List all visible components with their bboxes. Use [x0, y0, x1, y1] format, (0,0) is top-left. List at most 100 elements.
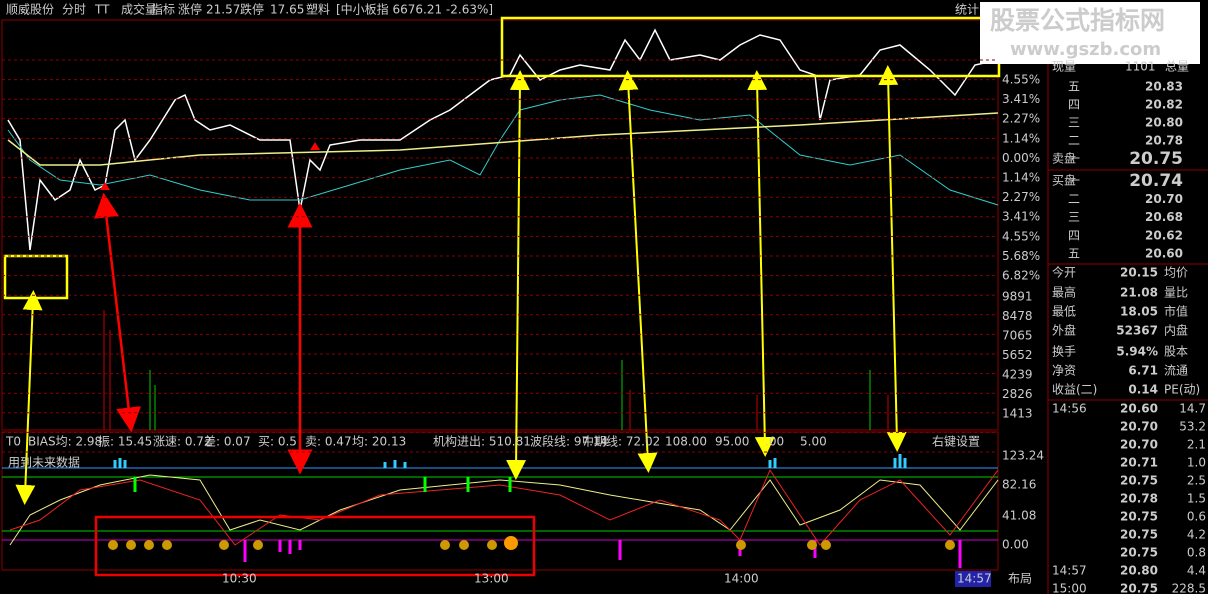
- volume-axis-label: 7065: [1002, 329, 1033, 343]
- ask-level: 四: [1068, 98, 1080, 112]
- buy-label: 买盘: [1052, 173, 1076, 188]
- stat-label: 最低: [1052, 305, 1076, 319]
- time-label: 10:30: [222, 572, 257, 586]
- limit-label: 涨停: [178, 2, 202, 17]
- volume-axis-label: 5652: [1002, 348, 1033, 362]
- ask-price: 20.78: [1145, 134, 1183, 148]
- stat-label: 外盘: [1052, 323, 1076, 338]
- stat-value: 21.08: [1120, 286, 1158, 300]
- indicator-field: 机构进出: 510.81: [433, 434, 531, 449]
- stat-value: 0.14: [1128, 383, 1158, 397]
- sector: 塑料: [306, 2, 330, 17]
- indicator-axis-label: 123.24: [1002, 449, 1044, 463]
- ask-level: 二: [1068, 134, 1080, 148]
- future-data-warning: 用到未来数据: [8, 455, 80, 470]
- trade-price: 20.71: [1120, 456, 1158, 470]
- indicator-field: BIAS均: 2.98: [28, 435, 102, 449]
- volume-axis-label: 8478: [1002, 309, 1033, 323]
- tab[interactable]: 指标: [151, 2, 175, 17]
- current-time-bg: [955, 571, 991, 587]
- indicator-axis-label: 0.00: [1002, 538, 1029, 552]
- stat-label: 量比: [1164, 286, 1188, 300]
- volume-axis-label: 1413: [1002, 407, 1033, 421]
- trade-time: 14:56: [1052, 402, 1087, 416]
- indicator-field: 差: 0.07: [204, 435, 251, 449]
- trade-volume: 1.0: [1187, 456, 1206, 470]
- tab[interactable]: 成交量: [121, 2, 157, 17]
- bid-level: 一: [1068, 174, 1080, 188]
- index-info: [中小板指 6676.21 -2.63%]: [336, 2, 493, 17]
- trade-volume: 0.8: [1187, 546, 1206, 560]
- ask-level: 五: [1068, 80, 1080, 94]
- stat-label: 市值: [1164, 304, 1188, 319]
- price-axis-label: 2.27%: [1002, 190, 1040, 204]
- trade-volume: 4.2: [1187, 528, 1206, 542]
- trade-time: 15:00: [1052, 582, 1087, 594]
- bid-level: 五: [1068, 247, 1080, 261]
- trade-volume: 53.2: [1179, 420, 1206, 434]
- time-label: 13:00: [474, 572, 509, 586]
- ask-price: 20.83: [1145, 80, 1183, 94]
- ask-level: 一: [1068, 152, 1080, 166]
- indicator-field: 波段线: 97.14: [530, 434, 608, 449]
- settings-button[interactable]: 右键设置: [932, 434, 980, 449]
- price-axis-label: 2.27%: [1002, 112, 1040, 126]
- indicator-field: 卖: 0.47: [305, 435, 352, 449]
- sell-label: 卖盘: [1052, 151, 1076, 166]
- price-axis-label: 5.68%: [1002, 249, 1040, 263]
- quote-label: 现量: [1052, 60, 1076, 74]
- trade-price: 20.80: [1120, 564, 1158, 578]
- stat-value: 6.71: [1128, 364, 1158, 378]
- price-axis-label: 3.41%: [1002, 92, 1040, 106]
- limit-up: 21.57: [206, 3, 240, 17]
- ask-level: 三: [1068, 116, 1080, 130]
- bid-level: 三: [1068, 210, 1080, 224]
- trade-volume: 14.7: [1179, 402, 1206, 416]
- price-axis-label: 0.00%: [1002, 151, 1040, 165]
- bid-price: 20.74: [1129, 171, 1183, 191]
- quote-label: 总量: [1165, 60, 1189, 74]
- indicator-axis-label: 82.16: [1002, 478, 1036, 492]
- annotations: [3, 16, 1001, 577]
- indicator-lines: [2, 454, 999, 568]
- volume-axis-label: 9891: [1002, 290, 1033, 304]
- stat-label: 流通: [1164, 364, 1188, 378]
- stat-label: 最高: [1052, 285, 1076, 300]
- price-axis-label: 6.82%: [1002, 269, 1040, 283]
- quote-value: 1101: [1125, 60, 1156, 74]
- trade-price: 20.75: [1120, 546, 1158, 560]
- frame: [1, 19, 1049, 594]
- stat-value: 5.94%: [1116, 345, 1158, 359]
- trade-volume: 0.6: [1187, 510, 1206, 524]
- watermark-url: www.gszb.com: [1010, 39, 1161, 60]
- ask-price: 20.75: [1129, 149, 1183, 169]
- bid-level: 四: [1068, 228, 1080, 242]
- trade-price: 20.70: [1120, 438, 1158, 452]
- price-axis-label: 3.41%: [1002, 210, 1040, 224]
- indicator-name: T0: [5, 435, 21, 449]
- layout-button[interactable]: 布局: [1008, 572, 1032, 586]
- indicator-field: 均: 20.13: [352, 435, 406, 449]
- trade-price: 20.60: [1120, 402, 1158, 416]
- indicator-field: 振: 15.45: [98, 435, 152, 449]
- indicator-field: 5.00: [800, 435, 827, 449]
- volume-axis-label: 2826: [1002, 387, 1033, 401]
- watermark-title: 股票公式指标网: [990, 6, 1165, 35]
- stats-button[interactable]: 统计: [955, 3, 979, 17]
- tab[interactable]: TT: [94, 3, 110, 17]
- trade-volume: 228.5: [1172, 582, 1206, 594]
- watermark-bg: [980, 2, 1200, 64]
- bid-price: 20.70: [1145, 192, 1183, 206]
- tab[interactable]: 分时: [62, 3, 86, 17]
- trade-price: 20.75: [1120, 510, 1158, 524]
- price-axis-label: 4.55%: [1002, 73, 1040, 87]
- stat-label: 今开: [1052, 265, 1076, 280]
- stat-label: 均价: [1164, 266, 1188, 280]
- stock-name: 顺威股份: [6, 3, 54, 17]
- stat-label: 换手: [1052, 345, 1076, 359]
- ask-price: 20.80: [1145, 116, 1183, 130]
- trade-price: 20.75: [1120, 582, 1158, 594]
- price-axis-label: 4.55%: [1002, 229, 1040, 243]
- stat-label: 净资: [1052, 364, 1076, 378]
